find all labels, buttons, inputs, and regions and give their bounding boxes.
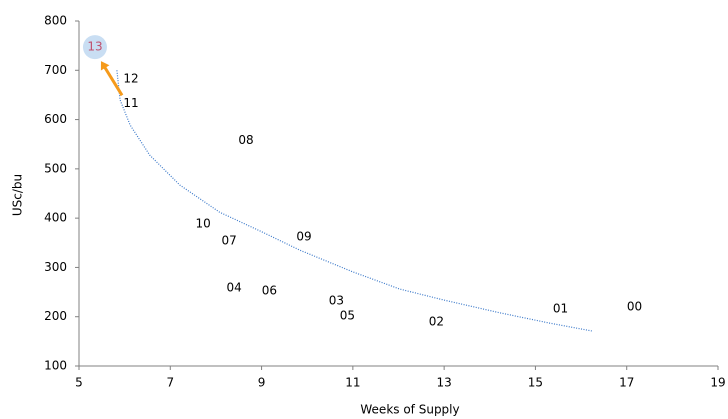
point-label: 03 [329, 293, 344, 307]
y-tick-label: 100 [44, 359, 67, 373]
trendline [116, 70, 593, 332]
y-tick-label: 800 [44, 14, 67, 28]
x-tick-label: 11 [345, 376, 360, 390]
point-label: 01 [553, 301, 568, 315]
point-label: 11 [123, 96, 138, 110]
y-tick-label: 500 [44, 161, 67, 175]
y-tick-label: 600 [44, 112, 67, 126]
y-axis-label: USc/bu [11, 174, 25, 216]
y-tick-label: 700 [44, 63, 67, 77]
x-tick-label: 15 [528, 376, 543, 390]
point-label: 04 [227, 281, 242, 295]
point-label: 10 [196, 217, 211, 231]
point-label: 02 [429, 315, 444, 329]
x-tick-label: 5 [75, 376, 83, 390]
y-tick-label: 200 [44, 309, 67, 323]
x-axis-label: Weeks of Supply [360, 403, 459, 417]
point-label: 00 [627, 299, 642, 313]
point-label: 08 [238, 133, 253, 147]
arrow-shaft [102, 65, 124, 97]
point-label: 12 [123, 72, 138, 86]
highlight-halo [82, 35, 107, 60]
arrow-head [100, 61, 110, 71]
x-tick-label: 7 [166, 376, 174, 390]
y-tick-label: 300 [44, 260, 67, 274]
x-tick-label: 19 [710, 376, 725, 390]
x-tick-label: 17 [619, 376, 634, 390]
point-label: 07 [222, 233, 237, 247]
x-tick-label: 9 [258, 376, 266, 390]
point-label: 09 [296, 229, 311, 243]
point-label: 05 [340, 309, 355, 323]
point-label: 06 [262, 284, 277, 298]
point-label: 13 [87, 40, 102, 54]
y-tick-label: 400 [44, 211, 67, 225]
x-tick-label: 13 [437, 376, 452, 390]
